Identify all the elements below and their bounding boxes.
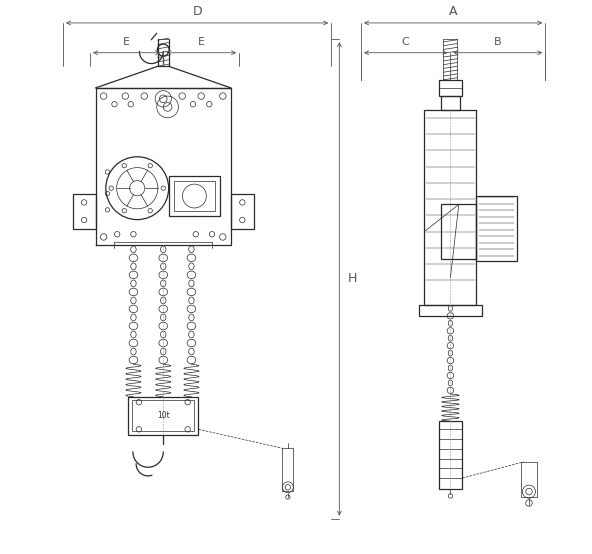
Text: C: C — [402, 37, 410, 47]
Text: B: B — [494, 37, 501, 47]
Bar — [231, 193, 254, 229]
Text: D: D — [192, 4, 202, 18]
Text: 10t: 10t — [157, 411, 170, 420]
Bar — [174, 181, 215, 211]
Text: A: A — [449, 4, 458, 18]
Text: H: H — [348, 273, 357, 285]
Bar — [282, 448, 293, 490]
Bar — [441, 204, 477, 259]
Bar — [477, 196, 517, 261]
Bar — [169, 176, 220, 217]
Bar — [73, 193, 95, 229]
Bar — [439, 80, 462, 96]
Bar — [128, 397, 198, 435]
Bar — [424, 110, 477, 305]
Text: E: E — [198, 37, 205, 47]
Text: E: E — [123, 37, 130, 47]
Bar — [439, 421, 462, 489]
Bar — [521, 462, 537, 497]
Bar — [419, 305, 482, 316]
Bar — [133, 400, 194, 432]
Bar — [440, 96, 460, 110]
